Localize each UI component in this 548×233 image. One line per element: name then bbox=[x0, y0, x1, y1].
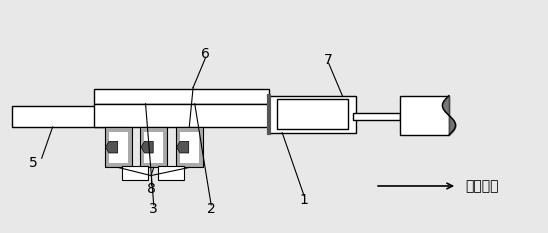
Text: 1: 1 bbox=[300, 193, 309, 207]
Bar bbox=[269, 127, 356, 133]
Bar bbox=[105, 127, 132, 168]
Bar bbox=[145, 132, 163, 163]
Polygon shape bbox=[176, 141, 189, 153]
Bar bbox=[94, 104, 269, 127]
Text: 6: 6 bbox=[201, 47, 210, 61]
Bar bbox=[158, 166, 184, 180]
Polygon shape bbox=[106, 141, 118, 153]
Text: 线的拉力: 线的拉力 bbox=[465, 179, 499, 193]
Bar bbox=[180, 132, 198, 163]
Bar bbox=[269, 100, 271, 133]
Bar bbox=[353, 113, 399, 120]
Bar bbox=[269, 96, 356, 101]
Bar bbox=[175, 127, 203, 168]
Bar bbox=[269, 96, 356, 133]
Text: 5: 5 bbox=[29, 156, 38, 170]
Bar bbox=[140, 127, 167, 168]
Bar bbox=[399, 96, 449, 135]
Bar bbox=[94, 89, 269, 104]
Text: 7: 7 bbox=[324, 53, 333, 67]
Bar bbox=[12, 106, 132, 127]
Text: 3: 3 bbox=[150, 202, 158, 216]
Text: 2: 2 bbox=[207, 202, 215, 216]
Polygon shape bbox=[141, 141, 153, 153]
Bar bbox=[122, 166, 149, 180]
Bar bbox=[277, 99, 348, 129]
Text: 8: 8 bbox=[146, 182, 156, 196]
Bar bbox=[109, 132, 128, 163]
